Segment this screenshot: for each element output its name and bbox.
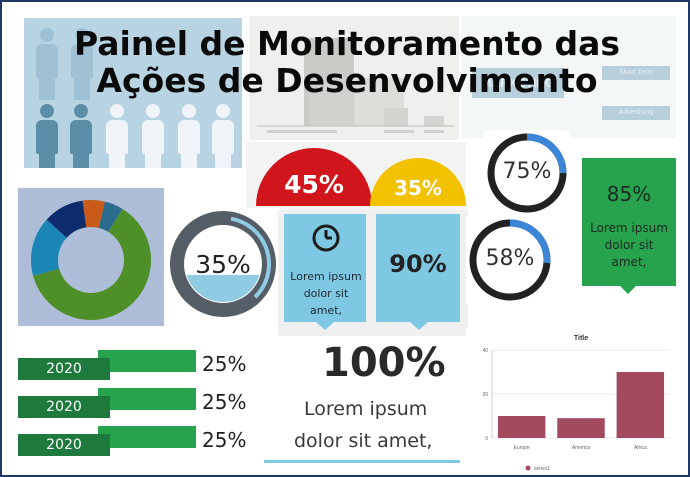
big-stat-text-2: dolor sit amet,: [294, 430, 433, 452]
ribbon-2: [18, 388, 196, 418]
big-stat-underline: [264, 460, 460, 463]
semi-gauge-panel: 45% 35%: [246, 142, 466, 210]
x-tick-label: Africa: [634, 445, 647, 451]
ribbons-panel: 2020 2020 2020 25% 25% 25%: [10, 342, 262, 468]
person-icon: [34, 104, 60, 168]
green-card-value: 85%: [606, 182, 652, 206]
title-block: Painel de Monitoramento das Ações de Des…: [20, 24, 674, 100]
legend-label: series1: [534, 466, 550, 472]
ribbon-1: [18, 350, 196, 380]
marketing-tag-1: Short Term: [602, 66, 670, 80]
ribbon-3-year: 2020: [46, 437, 82, 453]
x-tick-label: America: [572, 445, 591, 451]
chart-title: Title: [574, 335, 588, 342]
ribbon-3: [18, 426, 196, 456]
big-stat-value: 100%: [322, 340, 446, 386]
donut-slice-3: [46, 200, 87, 238]
ring-gauge-75: 75%: [484, 130, 570, 216]
blue-card-text: Lorem ipsum dolor sit amet,: [290, 270, 362, 317]
background-people-image: [24, 18, 242, 168]
page-title: Painel de Monitoramento das Ações de Des…: [73, 24, 621, 100]
person-icon: [68, 104, 94, 168]
legend-marker: [525, 465, 531, 471]
fill-gauge-panel: 35%: [166, 208, 280, 320]
ribbon-3-value: 25%: [202, 428, 247, 452]
person-icon: [176, 104, 202, 168]
semi-gauge-yellow-value: 35%: [394, 176, 442, 200]
ring-75-value: 75%: [502, 159, 552, 184]
clock-icon: [312, 224, 340, 252]
ribbon-2-value: 25%: [202, 390, 247, 414]
x-tick-label: Europe: [514, 445, 530, 451]
donut-slice-5: [98, 201, 123, 232]
semi-gauge-red: [256, 148, 372, 206]
marketing-tag-2: Advertising: [602, 106, 670, 120]
fill-gauge-graphic: [170, 211, 276, 317]
semi-gauges-graphic: [256, 148, 466, 206]
ribbon-1-year: 2020: [46, 361, 82, 377]
ribbon-1-value: 25%: [202, 352, 247, 376]
person-icon: [210, 104, 236, 168]
green-card-text: Lorem ipsum dolor sit amet,: [590, 221, 668, 269]
ribbon-2-year: 2020: [46, 399, 82, 415]
donut-chart: [31, 200, 151, 320]
donut-slice-4: [82, 200, 106, 228]
bar-america: [557, 418, 605, 438]
person-icon: [140, 104, 166, 168]
blue-cards-panel: Lorem ipsum dolor sit amet, 90%: [278, 210, 468, 336]
big-stat-text-1: Lorem ipsum: [304, 398, 428, 420]
green-card-panel: 85% Lorem ipsum dolor sit amet,: [576, 152, 684, 300]
background-marketing-image: MARKETING Short Term Advertising: [462, 16, 676, 138]
person-icon: [34, 28, 60, 100]
y-tick-label: 40: [482, 348, 488, 354]
ribbons-graphic: [18, 350, 196, 456]
person-icon: [104, 104, 130, 168]
semi-gauge-yellow: [370, 158, 466, 206]
bar-africa: [616, 372, 665, 438]
green-card-graphic: [582, 158, 676, 294]
ring-75-graphic: [487, 133, 567, 213]
donut-slice-2: [31, 219, 67, 276]
ring-gauge-58: 58%: [466, 216, 554, 304]
bar-chart-panel: Title 0 20 40 Europe America Africa series1: [466, 328, 678, 472]
blue-card-value: 90%: [389, 250, 447, 278]
marketing-banner: MARKETING: [472, 68, 564, 98]
bar-europe: [497, 416, 546, 438]
background-bars-graphic: [257, 38, 454, 133]
bar-chart: Title 0 20 40 Europe America Africa series1: [482, 335, 670, 472]
ring-58-graphic: [469, 219, 551, 301]
big-stat-panel: 100% Lorem ipsum dolor sit amet,: [264, 336, 466, 468]
fill-gauge-value: 35%: [195, 250, 251, 279]
person-icon: [69, 28, 95, 100]
y-tick-label: 20: [482, 392, 488, 398]
donut-panel: [18, 188, 164, 326]
blue-cards-graphic: [284, 214, 460, 330]
ring-58-value: 58%: [485, 246, 535, 271]
background-bar-image: [249, 16, 459, 140]
donut-slice-1: [33, 208, 151, 320]
semi-gauge-red-value: 45%: [284, 170, 344, 199]
y-tick-label: 0: [485, 436, 488, 442]
